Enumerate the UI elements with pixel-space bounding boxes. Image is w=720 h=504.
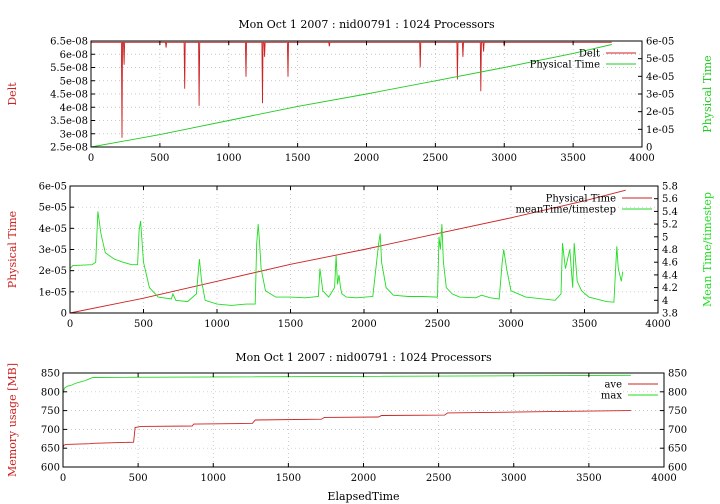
series-line-2 bbox=[90, 44, 612, 148]
plot-frame bbox=[62, 372, 665, 468]
y2-tick-label: 4 bbox=[662, 296, 668, 307]
x-tick-label: 1500 bbox=[278, 319, 303, 330]
legend-label-2: max bbox=[601, 391, 622, 402]
chart-title: Mon Oct 1 2007 : nid00791 : 1024 Process… bbox=[238, 18, 495, 31]
y2-tick-label: 850 bbox=[668, 369, 687, 380]
x-tick-label: 1000 bbox=[216, 153, 241, 164]
series-line-1 bbox=[62, 410, 631, 449]
y2-tick-label: 750 bbox=[668, 406, 687, 417]
x-tick-label: 1500 bbox=[276, 473, 301, 484]
y-tick-label: 3e-05 bbox=[39, 245, 67, 256]
x-tick-label: 2500 bbox=[423, 153, 448, 164]
y2-tick-label: 5e-05 bbox=[646, 54, 674, 65]
legend-label-1: ave bbox=[604, 380, 622, 391]
x-tick-label: 3500 bbox=[572, 319, 597, 330]
x-tick-label: 1000 bbox=[201, 473, 226, 484]
y2-axis-label: Physical Time bbox=[701, 55, 714, 132]
y2-tick-label: 4e-05 bbox=[646, 72, 674, 83]
y-tick-label: 4e-05 bbox=[39, 224, 67, 235]
x-tick-label: 2500 bbox=[425, 319, 450, 330]
y-tick-label: 1e-05 bbox=[39, 287, 67, 298]
y2-tick-label: 5.8 bbox=[662, 182, 678, 193]
y2-tick-label: 4.6 bbox=[662, 258, 678, 269]
y-tick-label: 4.5e-08 bbox=[50, 90, 88, 101]
x-axis-label: ElapsedTime bbox=[327, 490, 399, 503]
series-line-1 bbox=[69, 189, 626, 314]
x-tick-label: 1500 bbox=[285, 153, 310, 164]
y-tick-label: 6.5e-08 bbox=[50, 37, 88, 48]
x-tick-label: 4000 bbox=[645, 319, 670, 330]
y-tick-label: 5e-05 bbox=[39, 203, 67, 214]
x-tick-label: 1000 bbox=[204, 319, 229, 330]
y-tick-label: 6e-05 bbox=[39, 182, 67, 193]
x-tick-label: 0 bbox=[67, 319, 73, 330]
x-tick-label: 0 bbox=[60, 473, 66, 484]
x-tick-label: 3500 bbox=[576, 473, 601, 484]
x-tick-label: 3000 bbox=[501, 473, 526, 484]
y-tick-label: 6e-08 bbox=[60, 50, 88, 61]
y-tick-label: 2e-05 bbox=[39, 266, 67, 277]
x-tick-label: 3500 bbox=[560, 153, 585, 164]
y2-tick-label: 700 bbox=[668, 425, 687, 436]
x-tick-label: 2500 bbox=[426, 473, 451, 484]
x-tick-label: 4000 bbox=[651, 473, 676, 484]
x-tick-label: 2000 bbox=[351, 473, 376, 484]
x-tick-label: 500 bbox=[150, 153, 169, 164]
y-tick-label: 4e-08 bbox=[60, 103, 88, 114]
y-tick-label: 850 bbox=[41, 369, 60, 380]
y-tick-label: 3e-08 bbox=[60, 129, 88, 140]
y2-tick-label: 1e-05 bbox=[646, 125, 674, 136]
legend-label-2: meanTime/timestep bbox=[515, 205, 616, 216]
x-tick-label: 0 bbox=[88, 153, 94, 164]
panel-2: 0 500 1000 1500 2000 2500 3000 3500 4000 0 1e-05 2e… bbox=[6, 182, 714, 331]
legend-label-1: Delt bbox=[579, 49, 600, 60]
y-tick-label: 3.5e-08 bbox=[50, 116, 88, 127]
y2-tick-label: 5.2 bbox=[662, 220, 678, 231]
y-tick-label: 0 bbox=[61, 309, 67, 320]
y-tick-label: 800 bbox=[41, 387, 60, 398]
legend-label-2: Physical Time bbox=[530, 60, 600, 71]
y2-tick-label: 4.2 bbox=[662, 283, 678, 294]
y-tick-label: 5e-08 bbox=[60, 76, 88, 87]
y-axis-label: Memory usage [MB] bbox=[6, 363, 19, 477]
y-tick-label: 600 bbox=[41, 463, 60, 474]
y2-tick-label: 5 bbox=[662, 232, 668, 243]
chart-title: Mon Oct 1 2007 : nid00791 : 1024 Process… bbox=[235, 351, 492, 364]
y2-tick-label: 6e-05 bbox=[646, 37, 674, 48]
y-axis-label: Physical Time bbox=[6, 211, 19, 288]
y2-tick-label: 2e-05 bbox=[646, 107, 674, 118]
y-tick-label: 650 bbox=[41, 444, 60, 455]
panel-1: Mon Oct 1 2007 : nid00791 : 1024 Process… bbox=[6, 18, 714, 164]
x-tick-label: 3000 bbox=[498, 319, 523, 330]
x-tick-label: 4000 bbox=[629, 153, 654, 164]
y2-tick-label: 650 bbox=[668, 444, 687, 455]
y-tick-label: 750 bbox=[41, 406, 60, 417]
x-tick-label: 500 bbox=[134, 319, 153, 330]
y2-tick-label: 3e-05 bbox=[646, 90, 674, 101]
x-tick-label: 500 bbox=[129, 473, 148, 484]
y2-tick-label: 3.8 bbox=[662, 309, 678, 320]
y2-tick-label: 800 bbox=[668, 387, 687, 398]
x-tick-label: 2000 bbox=[351, 319, 376, 330]
y-tick-label: 5.5e-08 bbox=[50, 63, 88, 74]
y2-tick-label: 600 bbox=[668, 463, 687, 474]
y2-axis-label: Mean Time/timestep bbox=[701, 192, 714, 307]
x-tick-label: 2000 bbox=[354, 153, 379, 164]
series-line-1 bbox=[91, 41, 612, 138]
y-tick-label: 700 bbox=[41, 425, 60, 436]
x-tick-label: 3000 bbox=[492, 153, 517, 164]
y2-tick-label: 4.4 bbox=[662, 270, 678, 281]
legend-label-1: Physical Time bbox=[546, 194, 616, 205]
y-tick-label: 2.5e-08 bbox=[50, 143, 88, 154]
y2-tick-label: 4.8 bbox=[662, 245, 678, 256]
y2-tick-label: 5.4 bbox=[662, 207, 678, 218]
y2-tick-label: 5.6 bbox=[662, 194, 678, 205]
panel-3: Mon Oct 1 2007 : nid00791 : 1024 Process… bbox=[6, 351, 687, 503]
y2-tick-label: 0 bbox=[646, 143, 652, 154]
series-line-2 bbox=[69, 211, 624, 306]
series-line-2 bbox=[62, 374, 631, 394]
y-axis-label: Delt bbox=[6, 82, 19, 106]
